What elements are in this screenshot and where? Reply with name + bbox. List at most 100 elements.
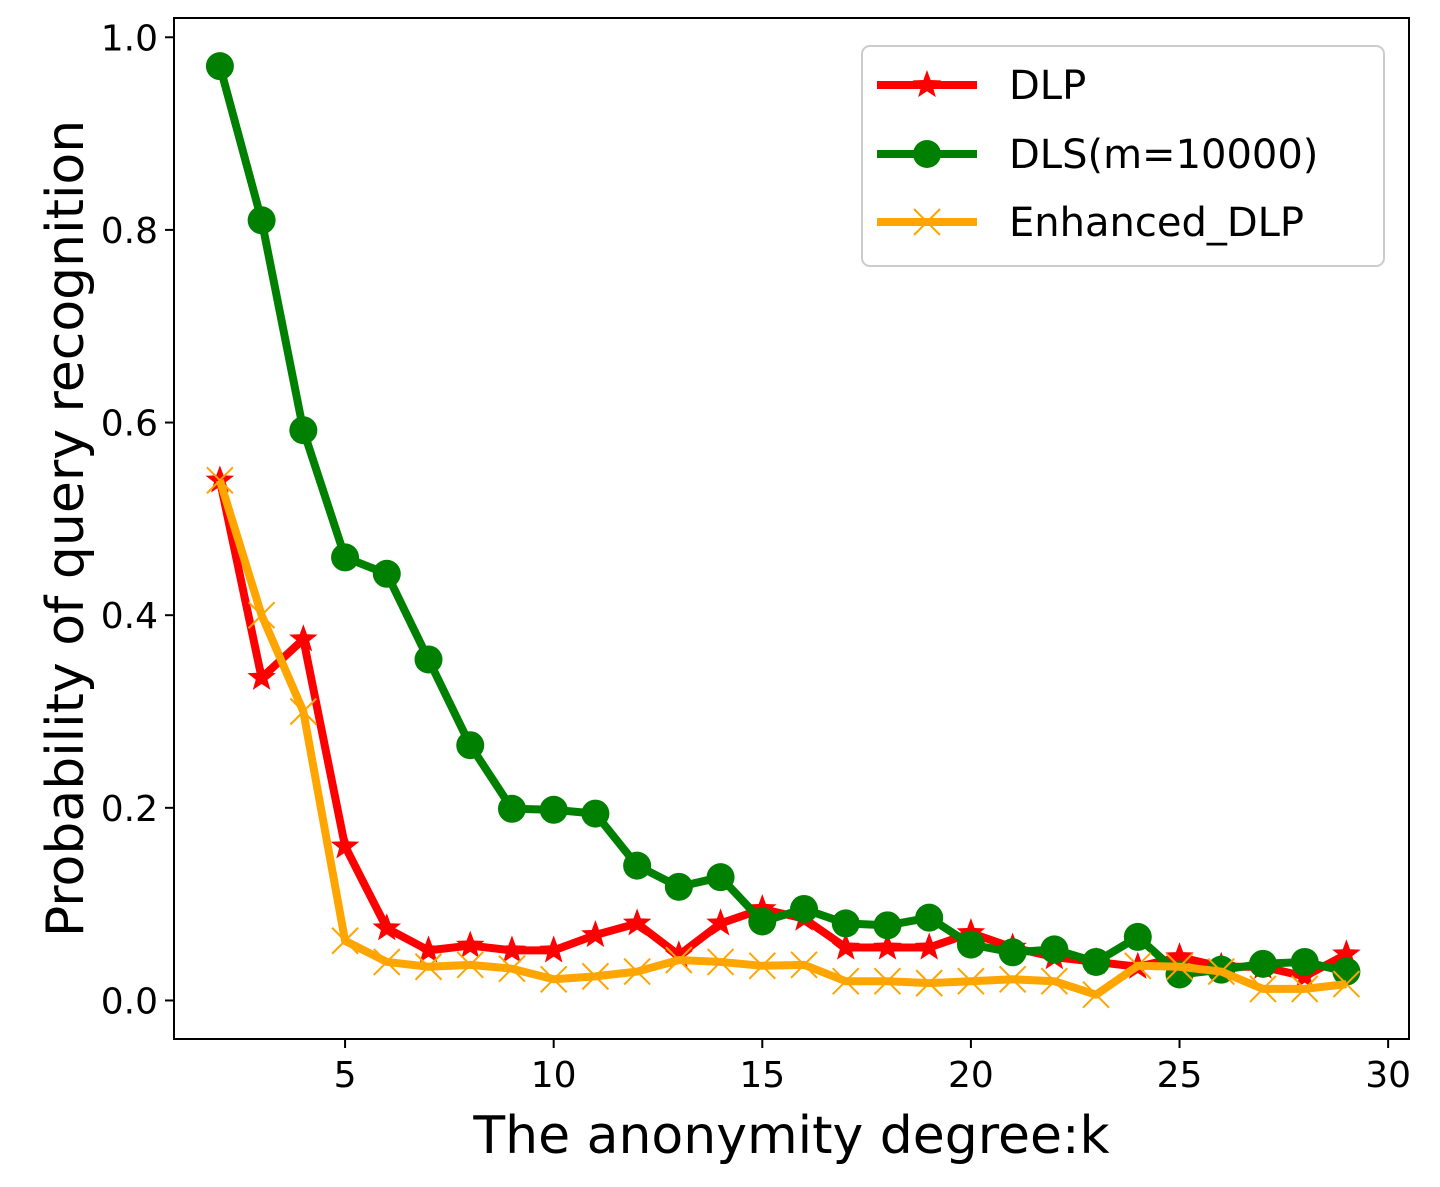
data-point xyxy=(1290,975,1319,1003)
data-point xyxy=(623,851,652,880)
data-point xyxy=(1082,947,1111,976)
data-point xyxy=(205,465,235,493)
data-point xyxy=(247,662,276,690)
data-point xyxy=(539,795,568,824)
data-point xyxy=(372,913,402,941)
data-point xyxy=(665,946,693,974)
data-point xyxy=(1207,957,1235,986)
data-point xyxy=(372,559,401,588)
data-point xyxy=(414,645,443,674)
data-point xyxy=(330,831,360,859)
series-DLP xyxy=(205,465,1361,989)
data-point xyxy=(497,935,527,963)
data-point xyxy=(915,969,943,997)
data-point xyxy=(748,907,777,936)
data-point xyxy=(873,932,902,960)
x-axis-label: The anonymity degree:k xyxy=(472,1106,1109,1166)
data-point xyxy=(414,953,443,981)
series-Enhanced_DLP xyxy=(206,466,1361,1009)
data-point xyxy=(915,903,944,932)
data-point xyxy=(373,948,401,976)
legend-marker xyxy=(913,208,941,236)
data-point xyxy=(706,948,735,976)
legend-marker xyxy=(912,70,942,98)
data-point xyxy=(831,909,860,938)
x-tick-label: 25 xyxy=(1157,1055,1203,1096)
data-point xyxy=(331,927,359,955)
series-DLS(m=10000) xyxy=(205,52,1361,989)
data-point xyxy=(1040,967,1069,995)
data-point xyxy=(664,872,693,901)
y-tick-label: 1.0 xyxy=(101,18,158,59)
legend: DLP DLS(m=10000) Enhanced_DLP xyxy=(861,45,1385,267)
y-tick-label: 0.8 xyxy=(101,211,158,252)
y-tick-label: 0.6 xyxy=(101,404,158,445)
data-point xyxy=(1123,922,1152,951)
data-point xyxy=(706,863,735,892)
y-tick-label: 0.2 xyxy=(101,789,158,830)
x-tick-label: 5 xyxy=(334,1055,357,1096)
x-tick-label: 20 xyxy=(948,1055,994,1096)
data-point xyxy=(539,965,568,993)
x-tick-label: 15 xyxy=(739,1055,785,1096)
data-point xyxy=(247,601,276,629)
data-point xyxy=(790,894,819,923)
legend-entry: Enhanced_DLP xyxy=(877,200,1304,246)
data-point xyxy=(205,52,234,81)
legend-entry: DLP xyxy=(877,63,1086,109)
series-line xyxy=(216,65,1348,979)
data-point xyxy=(206,466,234,495)
data-point xyxy=(497,794,526,823)
data-point xyxy=(873,967,902,995)
data-point xyxy=(998,965,1027,993)
legend-entry: DLS(m=10000) xyxy=(877,132,1318,178)
data-point xyxy=(456,731,485,760)
data-point xyxy=(1332,957,1361,986)
data-point xyxy=(1165,953,1194,981)
data-point xyxy=(331,543,360,572)
data-point xyxy=(455,930,485,958)
data-point xyxy=(581,799,610,828)
data-point xyxy=(414,935,443,963)
legend-label: Enhanced_DLP xyxy=(1009,200,1304,246)
series-line xyxy=(215,479,1349,981)
data-point xyxy=(1290,947,1319,976)
data-point xyxy=(623,957,651,986)
data-point xyxy=(873,911,902,940)
data-point xyxy=(1248,949,1277,978)
legend-box xyxy=(861,45,1385,267)
data-point xyxy=(247,206,276,235)
data-point xyxy=(1165,942,1194,970)
data-point xyxy=(1332,939,1361,967)
data-point xyxy=(832,967,860,995)
data-point xyxy=(289,697,318,726)
data-point xyxy=(289,416,318,445)
x-tick-label: 10 xyxy=(531,1055,577,1096)
y-tick-label: 0.0 xyxy=(101,981,158,1022)
data-point xyxy=(1332,970,1361,998)
y-axis-label: Probability of query recognition xyxy=(36,120,96,937)
data-point xyxy=(539,935,568,963)
x-tick-label: 30 xyxy=(1365,1055,1411,1096)
y-tick-label: 0.4 xyxy=(101,596,158,637)
data-point xyxy=(790,951,818,979)
data-point xyxy=(456,951,484,979)
data-point xyxy=(498,954,526,983)
data-point xyxy=(1082,980,1110,1009)
data-point xyxy=(1040,935,1069,964)
data-point xyxy=(664,940,694,968)
ticks-layer: 5 10 15 20 25 30 0.0 0.2 0.4 0.6 0.8 1.0 xyxy=(101,18,1411,1096)
data-point xyxy=(581,919,610,948)
data-point xyxy=(956,930,985,959)
series-layer xyxy=(205,52,1361,1009)
legend-marker xyxy=(913,140,941,168)
data-point xyxy=(622,908,652,936)
data-point xyxy=(998,938,1027,967)
data-point xyxy=(289,624,318,652)
data-point xyxy=(831,932,861,960)
data-point xyxy=(581,962,610,991)
data-point xyxy=(1249,975,1277,1003)
data-point xyxy=(748,952,777,980)
data-point xyxy=(706,908,735,936)
